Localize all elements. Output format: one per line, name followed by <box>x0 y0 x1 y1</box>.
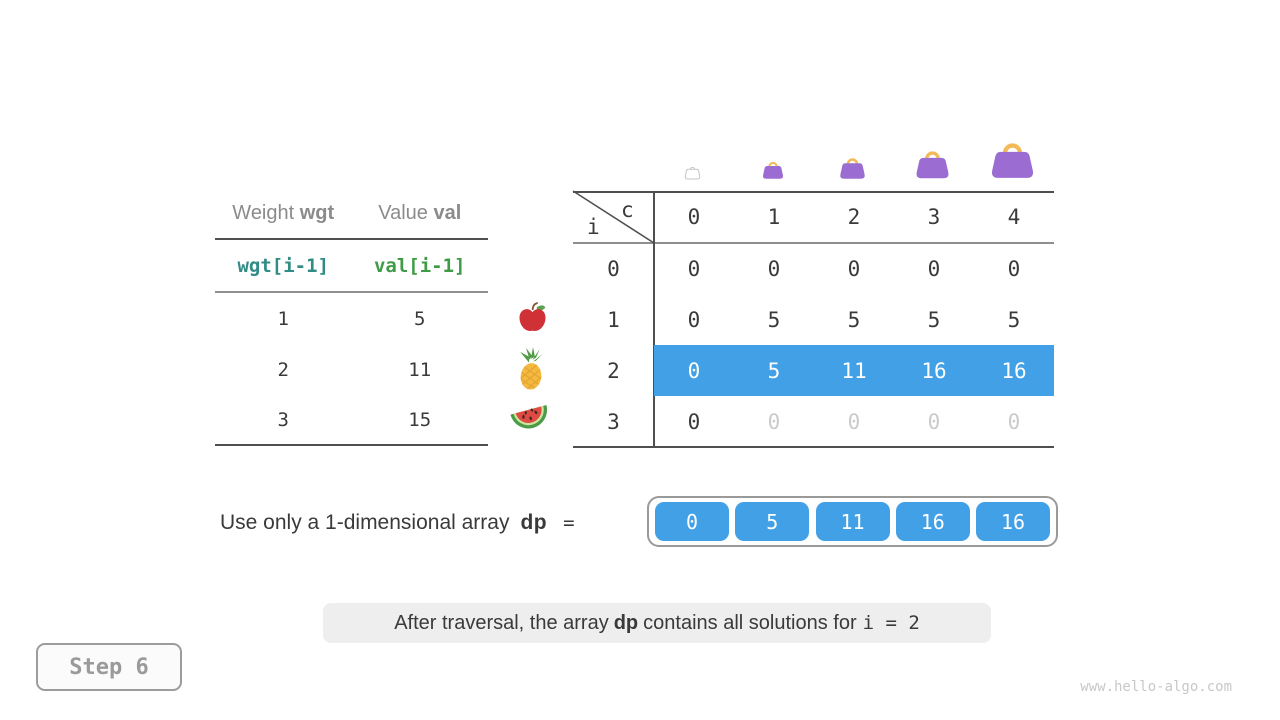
value-column-header: Value val <box>378 202 462 224</box>
dp-row-values: 0 5 5 5 5 <box>654 294 1054 345</box>
site-url: www.hello-algo.com <box>1080 679 1232 695</box>
bag-medium-icon <box>838 158 867 181</box>
dp-col-header: 1 <box>767 205 781 229</box>
corner-item-label: i <box>587 215 600 239</box>
dp-cell: 16 <box>921 358 947 383</box>
weight-column-header: Weight wgt <box>232 202 335 224</box>
bag-small-icon <box>761 161 785 180</box>
dp-table-vertical-border <box>653 191 655 448</box>
dp-cell: 11 <box>841 358 867 383</box>
dp-cell: 5 <box>1007 307 1021 332</box>
dp-cell: 5 <box>927 307 941 332</box>
item-table-code-row: wgt[i-1] val[i-1] <box>215 240 488 293</box>
dp-col-header: 0 <box>687 205 701 229</box>
dp-array-cell: 16 <box>976 502 1050 541</box>
dp-array-caption: Use only a 1-dimensional array dp = <box>220 506 575 540</box>
dp-array-cell: 16 <box>895 502 970 541</box>
dp-cell: 0 <box>767 256 781 281</box>
dp-row-label: 1 <box>607 307 620 332</box>
dp-cell: 0 <box>927 256 941 281</box>
dp-col-header: 2 <box>847 205 861 229</box>
step-badge-label: Step 6 <box>69 654 149 680</box>
dp-cell: 0 <box>1007 256 1021 281</box>
item-table: Weight wgt Value val wgt[i-1] val[i-1] 1… <box>215 189 488 446</box>
dp-row-label: 3 <box>607 409 620 434</box>
dp-row-1: 1 0 5 5 5 5 <box>573 294 1054 345</box>
pineapple-icon <box>512 346 550 393</box>
val-code-cell: val[i-1] <box>373 254 466 277</box>
dp-table-diagonal-line <box>572 190 655 244</box>
dp-cell-pending: 0 <box>847 409 861 434</box>
dp-row-0: 0 0 0 0 0 0 <box>573 243 1054 294</box>
dp-cell: 0 <box>687 358 701 383</box>
dp-col-header: 4 <box>1007 205 1021 229</box>
dp-table-header-border <box>573 242 1054 244</box>
item-weight: 3 <box>277 408 289 431</box>
dp-cell: 0 <box>687 409 701 434</box>
dp-cell: 5 <box>847 307 861 332</box>
apple-icon <box>518 302 547 332</box>
dp-array-caption-var: dp <box>520 511 548 534</box>
empty-bag-icon <box>684 166 701 180</box>
dp-cell: 0 <box>847 256 861 281</box>
dp-cell: 5 <box>767 358 781 383</box>
corner-capacity-label: c <box>621 198 634 222</box>
dp-array-container: 0 5 11 16 16 <box>647 496 1058 547</box>
dp-row-2-highlighted: 2 0 5 11 16 16 <box>573 345 1054 396</box>
bag-large-icon <box>914 151 951 180</box>
dp-table-bottom-border <box>573 446 1054 448</box>
dp-array-cell: 5 <box>735 502 810 541</box>
item-row: 2 11 <box>215 344 488 395</box>
item-value: 15 <box>408 408 432 431</box>
dp-array-caption-equals: = <box>563 512 575 534</box>
status-text-var: dp <box>613 611 639 634</box>
dp-cell-pending: 0 <box>767 409 781 434</box>
item-table-header: Weight wgt Value val <box>215 189 488 240</box>
dp-table-body: 0 0 0 0 0 0 1 0 5 5 5 5 2 0 5 <box>573 243 1054 447</box>
dp-cell: 0 <box>687 307 701 332</box>
item-row: 3 15 <box>215 395 488 446</box>
item-value: 11 <box>408 358 432 381</box>
status-text-middle: contains all solutions for <box>643 611 857 634</box>
wgt-code-cell: wgt[i-1] <box>237 254 329 277</box>
bag-xlarge-icon <box>990 138 1035 180</box>
dp-cell-pending: 0 <box>927 409 941 434</box>
dp-row-values-highlighted: 0 5 11 16 16 <box>654 345 1054 396</box>
dp-cell-pending: 0 <box>1007 409 1021 434</box>
dp-cell: 0 <box>687 256 701 281</box>
status-bar: After traversal, the array dp contains a… <box>323 603 991 643</box>
dp-array-cell: 0 <box>655 502 729 541</box>
step-badge: Step 6 <box>36 643 182 691</box>
status-text-prefix: After traversal, the array <box>394 611 609 634</box>
dp-row-values: 0 0 0 0 0 <box>654 396 1054 447</box>
dp-row-label: 0 <box>607 256 620 281</box>
item-weight: 1 <box>277 307 289 330</box>
item-value: 5 <box>414 307 426 330</box>
item-row: 1 5 <box>215 293 488 344</box>
dp-col-header: 3 <box>927 205 941 229</box>
dp-cell: 16 <box>1001 358 1027 383</box>
dp-row-3-pending: 3 0 0 0 0 0 <box>573 396 1054 447</box>
dp-array-caption-text: Use only a 1-dimensional array <box>220 511 510 534</box>
dp-row-values: 0 0 0 0 0 <box>654 243 1054 294</box>
item-weight: 2 <box>277 358 289 381</box>
dp-row-label: 2 <box>607 358 620 383</box>
dp-cell: 5 <box>767 307 781 332</box>
watermelon-icon <box>510 404 552 433</box>
status-text-code: i = 2 <box>862 612 920 634</box>
dp-table-top-border <box>573 191 1054 193</box>
dp-column-headers: 0 1 2 3 4 <box>654 192 1054 242</box>
dp-array-cell: 11 <box>815 502 890 541</box>
